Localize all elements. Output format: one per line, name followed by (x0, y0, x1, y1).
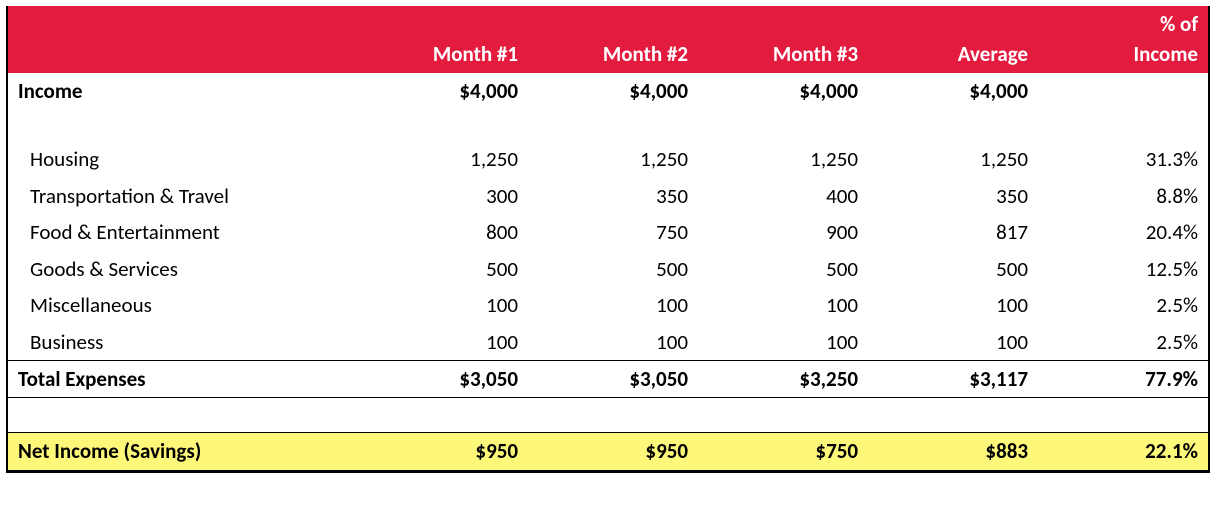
header-m1: Month #1 (358, 6, 528, 73)
expense-m2: 100 (528, 324, 698, 361)
expense-pct: 12.5% (1038, 251, 1208, 287)
expense-label: Miscellaneous (8, 287, 358, 323)
gap-row (8, 398, 1208, 433)
table-header: Month #1 Month #2 Month #3 Average % of I… (8, 6, 1208, 73)
expense-avg: 100 (868, 324, 1038, 361)
income-m3: $4,000 (698, 73, 868, 109)
net-label: Net Income (Savings) (8, 433, 358, 470)
expense-row: Miscellaneous1001001001002.5% (8, 287, 1208, 323)
budget-table-wrapper: Month #1 Month #2 Month #3 Average % of I… (6, 6, 1210, 473)
expense-pct: 8.8% (1038, 178, 1208, 214)
expense-pct: 31.3% (1038, 141, 1208, 177)
income-avg: $4,000 (868, 73, 1038, 109)
header-avg: Average (868, 6, 1038, 73)
expense-m3: 500 (698, 251, 868, 287)
expense-row: Business1001001001002.5% (8, 324, 1208, 361)
header-row: Month #1 Month #2 Month #3 Average % of I… (8, 6, 1208, 73)
expense-m3: 1,250 (698, 141, 868, 177)
net-m2: $950 (528, 433, 698, 470)
expense-m2: 750 (528, 214, 698, 250)
expense-m1: 1,250 (358, 141, 528, 177)
total-label: Total Expenses (8, 360, 358, 397)
income-m1: $4,000 (358, 73, 528, 109)
expense-m2: 100 (528, 287, 698, 323)
expense-label: Business (8, 324, 358, 361)
expense-m3: 100 (698, 324, 868, 361)
budget-table: Month #1 Month #2 Month #3 Average % of I… (8, 6, 1208, 471)
income-row: Income $4,000 $4,000 $4,000 $4,000 (8, 73, 1208, 109)
net-m1: $950 (358, 433, 528, 470)
total-pct: 77.9% (1038, 360, 1208, 397)
header-m3: Month #3 (698, 6, 868, 73)
expenses-body: Housing1,2501,2501,2501,25031.3%Transpor… (8, 141, 1208, 360)
income-m2: $4,000 (528, 73, 698, 109)
expense-row: Goods & Services50050050050012.5% (8, 251, 1208, 287)
expense-m1: 800 (358, 214, 528, 250)
total-m1: $3,050 (358, 360, 528, 397)
expense-m3: 400 (698, 178, 868, 214)
expense-m2: 1,250 (528, 141, 698, 177)
expense-row: Food & Entertainment80075090081720.4% (8, 214, 1208, 250)
expense-m2: 350 (528, 178, 698, 214)
total-m3: $3,250 (698, 360, 868, 397)
net-m3: $750 (698, 433, 868, 470)
expense-label: Transportation & Travel (8, 178, 358, 214)
expense-m1: 300 (358, 178, 528, 214)
net-avg: $883 (868, 433, 1038, 470)
expense-row: Housing1,2501,2501,2501,25031.3% (8, 141, 1208, 177)
expense-label: Goods & Services (8, 251, 358, 287)
spacer-row (8, 109, 1208, 141)
expense-pct: 20.4% (1038, 214, 1208, 250)
expense-m2: 500 (528, 251, 698, 287)
total-row: Total Expenses $3,050 $3,050 $3,250 $3,1… (8, 360, 1208, 397)
expense-pct: 2.5% (1038, 324, 1208, 361)
expense-pct: 2.5% (1038, 287, 1208, 323)
income-label: Income (8, 73, 358, 109)
net-pct: 22.1% (1038, 433, 1208, 470)
expense-m1: 500 (358, 251, 528, 287)
header-pct: % of Income (1038, 6, 1208, 73)
expense-label: Housing (8, 141, 358, 177)
expense-m3: 100 (698, 287, 868, 323)
header-label (8, 6, 358, 73)
expense-m1: 100 (358, 287, 528, 323)
header-m2: Month #2 (528, 6, 698, 73)
expense-m3: 900 (698, 214, 868, 250)
expense-row: Transportation & Travel3003504003508.8% (8, 178, 1208, 214)
header-pct-line1: % of (1160, 11, 1198, 37)
expense-avg: 500 (868, 251, 1038, 287)
income-pct (1038, 73, 1208, 109)
expense-avg: 817 (868, 214, 1038, 250)
expense-avg: 1,250 (868, 141, 1038, 177)
total-avg: $3,117 (868, 360, 1038, 397)
expense-label: Food & Entertainment (8, 214, 358, 250)
net-row: Net Income (Savings) $950 $950 $750 $883… (8, 433, 1208, 470)
expense-avg: 100 (868, 287, 1038, 323)
expense-avg: 350 (868, 178, 1038, 214)
expense-m1: 100 (358, 324, 528, 361)
header-pct-line2: Income (1134, 41, 1199, 67)
total-m2: $3,050 (528, 360, 698, 397)
